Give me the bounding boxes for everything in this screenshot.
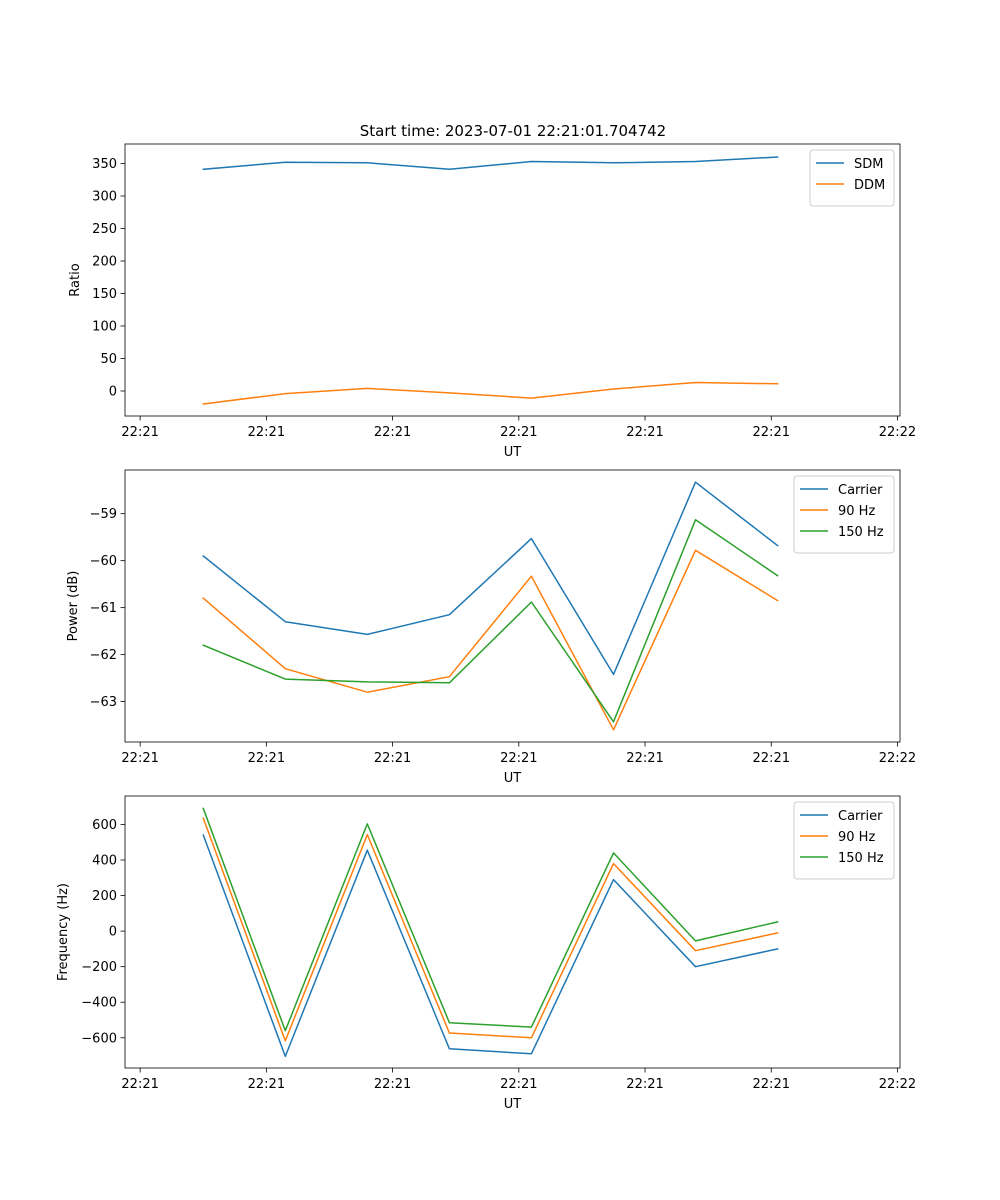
x-axis-label: UT: [504, 445, 522, 460]
y-tick-label: 250: [92, 222, 117, 237]
legend: SDM DDM: [809, 149, 895, 207]
y-tick-label: 150: [92, 287, 117, 302]
legend-label: 90 Hz: [838, 504, 875, 519]
x-tick-label: 22:21: [500, 751, 537, 766]
axes-frame: [124, 795, 901, 1069]
legend-box: [809, 149, 895, 207]
series-line-90-hz: [202, 817, 779, 1042]
series-line-150-hz: [202, 519, 779, 723]
x-tick-label: 22:21: [626, 751, 663, 766]
x-tick-label: 22:21: [121, 751, 158, 766]
series-line-sdm: [202, 156, 779, 171]
x-tick-label: 22:21: [626, 1077, 663, 1092]
x-axis-label: UT: [504, 771, 522, 786]
chart-panel-3: 22:21 22:21 22:21 22:21 22:21 22:21 22:22 −600 −…: [56, 795, 916, 1112]
x-tick-label: 22:21: [374, 751, 411, 766]
legend-label: 150 Hz: [838, 851, 884, 866]
x-axis-label: UT: [504, 1097, 522, 1112]
y-tick-label: 50: [100, 352, 117, 367]
y-tick-label: −600: [81, 1031, 117, 1046]
x-tick-label: 22:21: [753, 751, 790, 766]
x-tick-label: 22:22: [879, 1077, 916, 1092]
x-tick-label: 22:21: [121, 425, 158, 440]
x-tick-label: 22:21: [626, 425, 663, 440]
x-tick-label: 22:21: [248, 1077, 285, 1092]
y-axis-label: Ratio: [68, 263, 83, 296]
y-tick-label: 100: [92, 319, 117, 334]
x-tick-label: 22:21: [753, 425, 790, 440]
axes-frame: [124, 469, 901, 743]
x-tick-label: 22:21: [753, 1077, 790, 1092]
legend: Carrier 90 Hz 150 Hz: [793, 801, 895, 880]
figure-title: Start time: 2023-07-01 22:21:01.704742: [360, 122, 666, 140]
y-tick-label: 0: [109, 384, 117, 399]
y-tick-label: −400: [81, 996, 117, 1011]
y-tick-label: −63: [90, 695, 117, 710]
x-tick-label: 22:21: [248, 751, 285, 766]
legend-label: 90 Hz: [838, 830, 875, 845]
x-tick-label: 22:21: [500, 425, 537, 440]
legend-label: Carrier: [838, 483, 883, 498]
y-tick-label: 400: [92, 854, 117, 869]
x-tick-label: 22:21: [248, 425, 285, 440]
y-axis-label: Frequency (Hz): [56, 883, 71, 981]
legend-box: [793, 801, 895, 880]
y-tick-label: 300: [92, 189, 117, 204]
series-line-90-hz: [202, 549, 779, 731]
legend-box: [793, 475, 895, 554]
y-tick-label: 600: [92, 818, 117, 833]
x-tick-label: 22:21: [374, 425, 411, 440]
axes-frame: [124, 143, 901, 417]
y-tick-label: 200: [92, 889, 117, 904]
series-line-150-hz: [202, 807, 779, 1032]
y-tick-label: −61: [90, 601, 117, 616]
legend-label: SDM: [854, 157, 883, 172]
x-tick-label: 22:22: [879, 751, 916, 766]
legend-label: Carrier: [838, 809, 883, 824]
y-tick-label: 0: [109, 925, 117, 940]
y-tick-label: 350: [92, 157, 117, 172]
y-tick-label: −59: [90, 507, 117, 522]
series-line-carrier: [202, 481, 779, 676]
series-line-ddm: [202, 381, 779, 405]
y-tick-label: −62: [90, 648, 117, 663]
legend-label: DDM: [854, 178, 885, 193]
legend: Carrier 90 Hz 150 Hz: [793, 475, 895, 554]
x-tick-label: 22:21: [121, 1077, 158, 1092]
y-tick-label: −200: [81, 960, 117, 975]
x-tick-label: 22:22: [879, 425, 916, 440]
y-tick-label: −60: [90, 554, 117, 569]
chart-panel-2: 22:21 22:21 22:21 22:21 22:21 22:21 22:22 −63 −6…: [66, 469, 916, 786]
legend-label: 150 Hz: [838, 525, 884, 540]
x-tick-label: 22:21: [374, 1077, 411, 1092]
series-line-carrier: [202, 834, 779, 1058]
chart-panel-1: 22:21 22:21 22:21 22:21 22:21 22:21 22:22 0 50 10…: [68, 143, 916, 460]
y-axis-label: Power (dB): [66, 571, 81, 642]
x-tick-label: 22:21: [500, 1077, 537, 1092]
y-tick-label: 200: [92, 254, 117, 269]
